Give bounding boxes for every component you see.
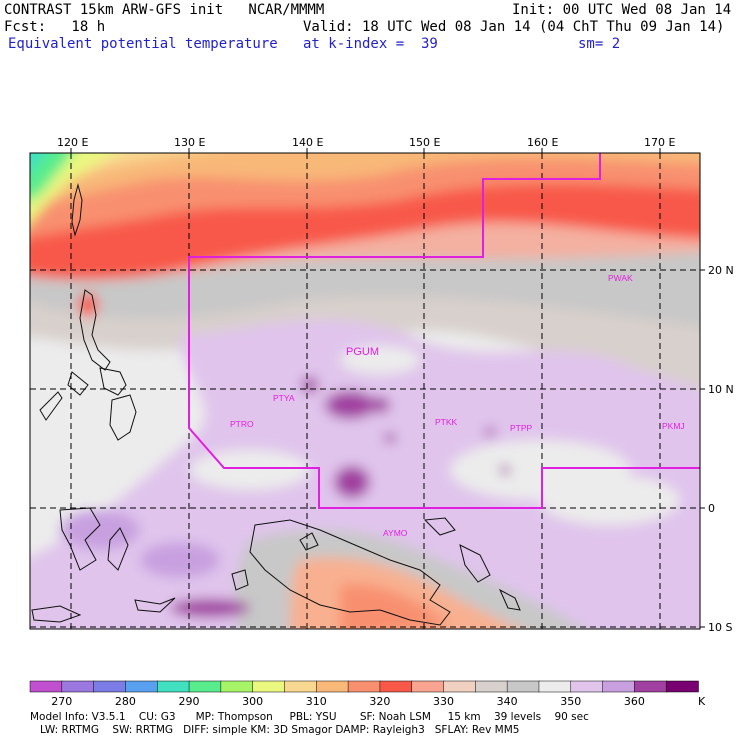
- legend-tick-label: 290: [179, 695, 200, 708]
- init-time: Init: 00 UTC Wed 08 Jan 14: [512, 2, 732, 18]
- model-info-line1: Model Info: V3.5.1 CU: G3 MP: Thompson P…: [30, 711, 589, 723]
- lon-label-150e: 150 E: [409, 136, 440, 149]
- legend-swatch: [506, 680, 540, 693]
- station-aymo: AYMO: [383, 528, 408, 538]
- legend-swatch: [29, 680, 63, 693]
- legend-swatch: [61, 680, 95, 693]
- title-line: CONTRAST 15km ARW-GFS init NCAR/MMMM: [4, 2, 325, 18]
- legend-tick-label: 360: [624, 695, 645, 708]
- level-info: at k-index = 39: [303, 36, 438, 52]
- station-ptya: PTYA: [273, 393, 295, 403]
- lon-label-170e: 170 E: [644, 136, 675, 149]
- lat-label-0: 0: [708, 502, 715, 515]
- legend-swatch: [379, 680, 413, 693]
- model-info-line2: LW: RRTMG SW: RRTMG DIFF: simple KM: 3D …: [30, 724, 520, 736]
- lon-label-160e: 160 E: [527, 136, 558, 149]
- legend-swatch: [411, 680, 445, 693]
- legend-tick-label: 310: [306, 695, 327, 708]
- legend-swatch: [125, 680, 158, 693]
- eez-boundary: [188, 153, 700, 509]
- legend-swatch: [188, 680, 222, 693]
- lon-label-120e: 120 E: [57, 136, 88, 149]
- legend-swatch: [538, 680, 572, 693]
- lat-label-10n: 10 N: [708, 383, 734, 396]
- legend-swatch: [570, 680, 604, 693]
- legend-swatch: [316, 680, 349, 693]
- coastlines: [31, 183, 521, 626]
- map-frame: [29, 152, 701, 630]
- valid-time: Valid: 18 UTC Wed 08 Jan 14 (04 ChT Thu …: [303, 19, 725, 35]
- station-pkmj: PKMJ: [662, 421, 685, 431]
- lon-label-140e: 140 E: [292, 136, 323, 149]
- station-ptpp: PTPP: [510, 423, 533, 433]
- station-pwak: PWAK: [608, 273, 633, 283]
- station-ptkk: PTKK: [435, 417, 458, 427]
- legend-swatch: [252, 680, 286, 693]
- legend-tick-label: 340: [497, 695, 518, 708]
- legend-tick-label: 280: [115, 695, 136, 708]
- legend-swatch: [634, 680, 667, 693]
- legend-swatch: [665, 680, 699, 693]
- legend-swatch: [93, 680, 127, 693]
- smoothing-info: sm= 2: [578, 36, 621, 52]
- legend-swatch: [475, 680, 508, 693]
- station-ptro: PTRO: [230, 419, 254, 429]
- lon-label-130e: 130 E: [174, 136, 205, 149]
- legend-swatch: [220, 680, 254, 693]
- legend-tick-label: 330: [433, 695, 454, 708]
- legend-tick-label: 300: [242, 695, 263, 708]
- lat-label-20n: 20 N: [708, 264, 734, 277]
- legend-swatch: [443, 680, 477, 693]
- legend-swatch: [284, 680, 318, 693]
- legend-swatch: [602, 680, 636, 693]
- legend-tick-label: 320: [369, 695, 390, 708]
- legend-unit: K: [698, 695, 706, 708]
- station-pgum: PGUM: [346, 346, 379, 358]
- map-canvas: PGUM PTYA PTRO PTKK PTPP PKMJ PWAK AYMO: [30, 153, 700, 629]
- legend-swatch: [156, 680, 190, 693]
- legend-tick-label: 350: [560, 695, 581, 708]
- color-legend: [29, 680, 699, 693]
- lat-label-10s: 10 S: [708, 621, 732, 634]
- field-name: Equivalent potential temperature: [8, 36, 278, 52]
- legend-swatch: [347, 680, 381, 693]
- forecast-hour: Fcst: 18 h: [4, 19, 106, 35]
- legend-tick-label: 270: [51, 695, 72, 708]
